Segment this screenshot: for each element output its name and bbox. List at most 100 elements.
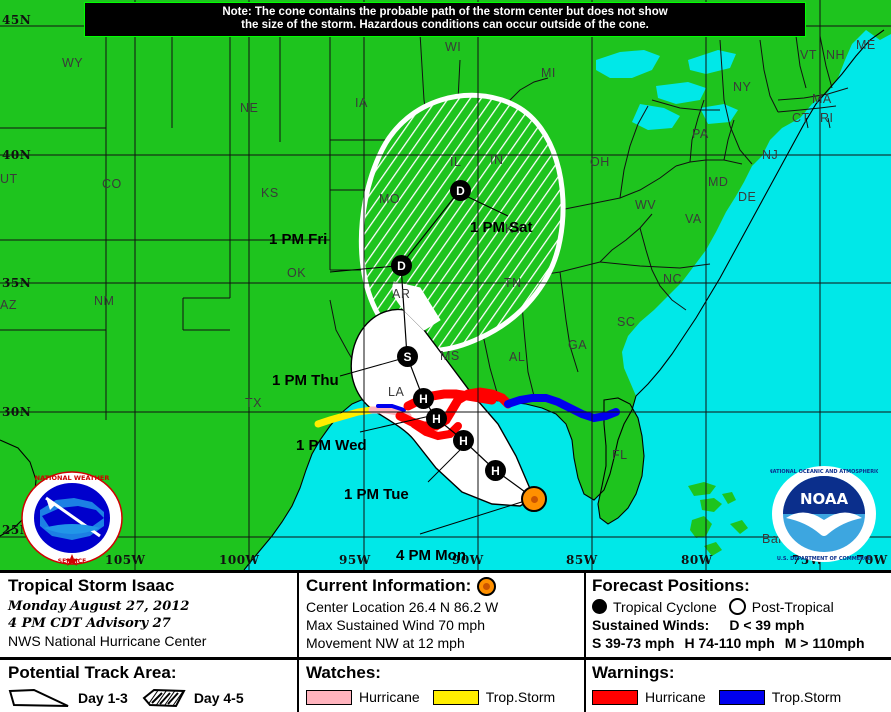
wind-category-m: M > 110mph — [784, 635, 865, 651]
current-information-block: Current Information: Center Location 26.… — [306, 576, 578, 651]
panel-divider-horizontal — [0, 657, 891, 660]
state-label-mo: MO — [379, 192, 401, 206]
lat-tick-45n: 45N — [2, 13, 32, 27]
day-4-5-label: Day 4-5 — [193, 690, 244, 706]
panel-divider-2 — [584, 573, 586, 657]
svg-text:NATIONAL WEATHER: NATIONAL WEATHER — [35, 474, 110, 482]
forecast-position-h-3[interactable]: H — [485, 460, 506, 481]
trop-storm-warning-label: Trop.Storm — [771, 689, 842, 705]
note-line-2: the size of the storm. Hazardous conditi… — [241, 19, 649, 31]
hurricane-warning-swatch — [592, 689, 638, 705]
current-information-title: Current Information: — [306, 576, 472, 595]
max-sustained-wind: Max Sustained Wind 70 mph — [306, 617, 485, 633]
forecast-position-h-1[interactable]: H — [426, 408, 447, 429]
state-label-nj: NJ — [762, 148, 779, 162]
lon-tick-85w: 85W — [566, 553, 598, 567]
forecast-time-label-1-pm-fri: 1 PM Fri — [269, 231, 328, 248]
noaa-logo: NOAA NATIONAL OCEANIC AND ATMOSPHERIC U.… — [770, 464, 878, 564]
cone-disclaimer-note: Note: The cone contains the probable pat… — [84, 2, 806, 37]
state-label-la: LA — [388, 385, 405, 399]
storm-advisory: 4 PM CDT Advisory 27 — [8, 616, 171, 631]
cone-day-1-3 — [350, 308, 535, 507]
tropical-cyclone-label: Tropical Cyclone — [613, 598, 717, 615]
state-label-ut: UT — [0, 172, 18, 186]
warnings-title: Warnings: — [592, 663, 675, 682]
forecast-position-d-6[interactable]: D — [450, 180, 471, 201]
panel-divider-3 — [297, 660, 299, 712]
state-label-il: IL — [450, 155, 462, 169]
state-label-nm: NM — [94, 294, 115, 308]
state-label-pa: PA — [692, 127, 709, 141]
state-label-tx: TX — [245, 396, 262, 410]
post-tropical-label: Post-Tropical — [751, 598, 834, 615]
storm-identity-block: Tropical Storm Isaac Monday August 27, 2… — [8, 576, 292, 649]
center-location: Center Location 26.4 N 86.2 W — [306, 599, 499, 615]
forecast-time-label-1-pm-sat: 1 PM Sat — [470, 219, 533, 236]
state-label-va: VA — [685, 212, 702, 226]
map-canvas[interactable]: Note: The cone contains the probable pat… — [0, 0, 891, 570]
state-label-vt: VT — [800, 48, 817, 62]
watches-title: Watches: — [306, 663, 381, 682]
svg-text:NATIONAL OCEANIC AND ATMOSPHER: NATIONAL OCEANIC AND ATMOSPHERIC — [770, 469, 878, 475]
forecast-time-label-1-pm-wed: 1 PM Wed — [296, 437, 367, 454]
wind-category-d: D < 39 mph — [729, 617, 805, 633]
state-label-me: ME — [856, 38, 876, 52]
state-label-nc: NC — [663, 272, 683, 286]
watches-block: Watches: Hurricane Trop.Storm — [306, 663, 578, 705]
warnings-block: Warnings: Hurricane Trop.Storm — [592, 663, 887, 705]
lat-tick-30n: 30N — [2, 405, 32, 419]
svg-text:U.S. DEPARTMENT OF COMMERCE: U.S. DEPARTMENT OF COMMERCE — [777, 556, 872, 562]
current-position-legend-icon — [477, 576, 497, 596]
lat-tick-35n: 35N — [2, 276, 32, 290]
forecast-position-d-5[interactable]: D — [391, 255, 412, 276]
forecast-position-h-2[interactable]: H — [453, 430, 474, 451]
lon-tick-95w: 95W — [339, 553, 371, 567]
sustained-winds-label: Sustained Winds: — [592, 617, 710, 633]
state-label-ga: GA — [568, 338, 588, 352]
svg-text:NOAA: NOAA — [800, 490, 849, 508]
day-1-3-cone-icon — [8, 688, 69, 707]
state-label-az: AZ — [0, 298, 17, 312]
wind-category-s: S 39-73 mph — [592, 635, 675, 651]
current-position-icon[interactable] — [521, 486, 547, 512]
forecast-positions-block: Forecast Positions: Tropical Cyclone Pos… — [592, 576, 887, 651]
state-label-ny: NY — [733, 80, 752, 94]
lon-tick-90w: 90W — [452, 553, 484, 567]
state-label-de: DE — [738, 190, 757, 204]
state-label-wy: WY — [62, 56, 84, 70]
state-label-tn: TN — [504, 276, 522, 290]
state-label-ct: CT — [792, 111, 810, 125]
svg-text:SERVICE: SERVICE — [58, 558, 86, 565]
state-label-al: AL — [509, 350, 526, 364]
state-label-mi: MI — [541, 66, 556, 80]
panel-divider-4 — [584, 660, 586, 712]
state-label-ar: AR — [392, 287, 411, 301]
forecast-time-label-4-pm-mon: 4 PM Mon — [396, 547, 466, 564]
state-label-ne: NE — [240, 101, 259, 115]
tropical-cyclone-icon — [592, 599, 607, 614]
forecast-time-label-1-pm-tue: 1 PM Tue — [344, 486, 409, 503]
info-panel: Tropical Storm Isaac Monday August 27, 2… — [0, 570, 891, 712]
post-tropical-icon — [728, 598, 746, 615]
forecast-positions-title: Forecast Positions: — [592, 576, 750, 595]
trop-storm-watch-swatch — [432, 689, 479, 705]
state-label-oh: OH — [590, 155, 610, 169]
potential-track-block: Potential Track Area: Day 1-3 Day 4-5 — [8, 663, 292, 708]
hurricane-warning-label: Hurricane — [645, 689, 706, 705]
storm-agency: NWS National Hurricane Center — [8, 633, 207, 649]
state-label-wi: WI — [445, 40, 462, 54]
state-label-ri: RI — [820, 111, 834, 125]
lon-tick-100w: 100W — [219, 553, 260, 567]
trop-storm-watch-label: Trop.Storm — [485, 689, 556, 705]
state-label-sc: SC — [617, 315, 636, 329]
wind-category-h: H 74-110 mph — [684, 635, 775, 651]
forecast-position-s-4[interactable]: S — [397, 346, 418, 367]
lat-tick-40n: 40N — [2, 148, 32, 162]
cone-day-1-3-extension — [392, 281, 441, 331]
trop-storm-warning-swatch — [718, 689, 765, 705]
state-label-in: IN — [490, 153, 504, 167]
lon-tick-80w: 80W — [681, 553, 713, 567]
forecast-position-h-0[interactable]: H — [413, 388, 434, 409]
movement: Movement NW at 12 mph — [306, 635, 465, 651]
state-label-ia: IA — [355, 96, 368, 110]
